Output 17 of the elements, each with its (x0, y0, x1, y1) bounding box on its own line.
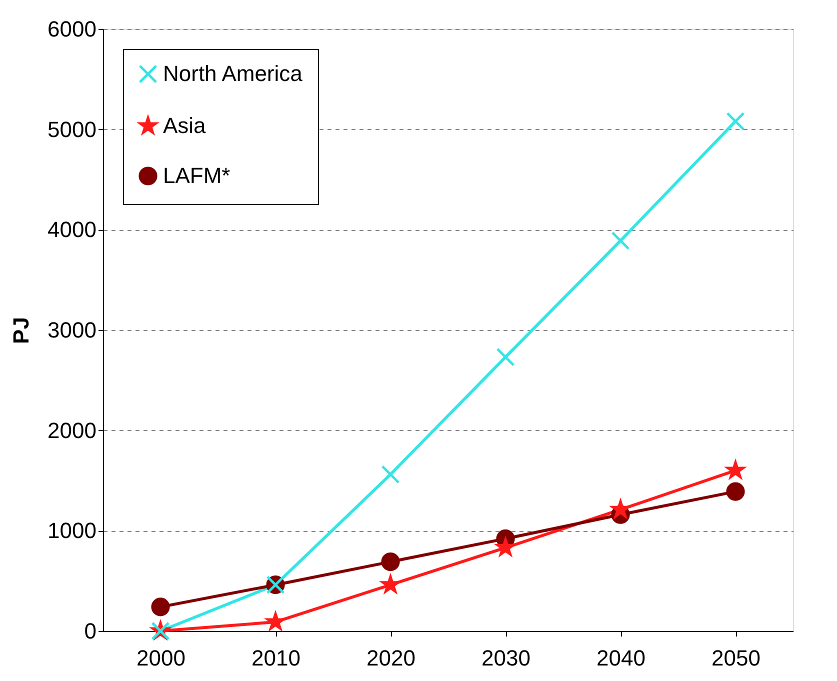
y-tick-label: 5000 (48, 116, 96, 142)
x-tick-label: 2000 (136, 646, 186, 670)
y-tick-label: 6000 (48, 16, 96, 42)
legend-label: Asia (163, 113, 207, 138)
x-tick-label: 2030 (482, 646, 530, 670)
y-tick-label: 0 (84, 618, 96, 644)
y-tick-label: 1000 (48, 518, 96, 544)
legend-label: LAFM* (163, 163, 231, 188)
x-tick-label: 2050 (712, 646, 760, 670)
x-tick-label: 2040 (596, 646, 646, 670)
y-axis-title: PJ (8, 317, 34, 344)
y-tick-label: 3000 (48, 318, 96, 342)
y-tick-label: 2000 (48, 418, 96, 443)
legend-label: North America (163, 61, 304, 86)
x-tick-label: 2010 (252, 646, 300, 670)
y-tick-label: 4000 (48, 217, 96, 242)
x-tick-label: 2020 (366, 646, 416, 670)
